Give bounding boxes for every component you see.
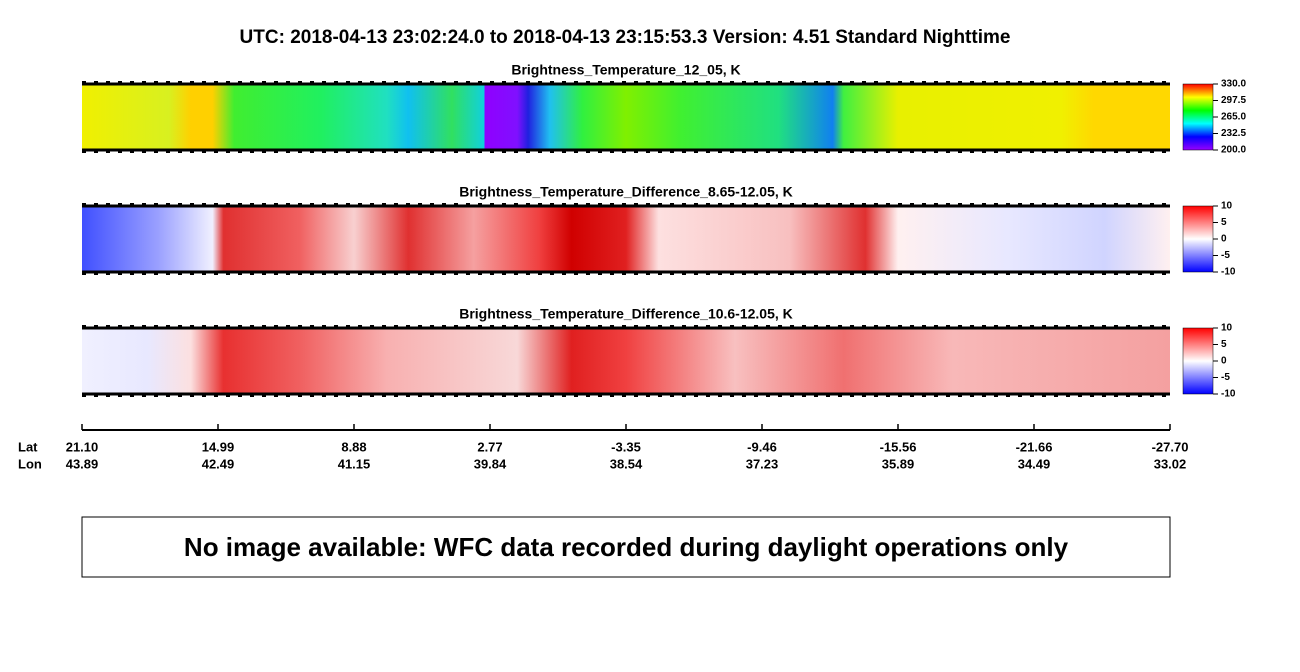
lat-tick-label: 8.88 [341, 439, 366, 454]
lat-tick-label: -15.56 [880, 439, 917, 454]
axis: 21.10 43.89 14.99 42.49 8.88 41.15 2.77 39.84 -3… [66, 424, 1189, 471]
lon-tick-label: 35.89 [882, 456, 915, 471]
notice-box [81, 516, 1171, 578]
colorbar-tick-label: 0 [1221, 234, 1227, 245]
image-strip [82, 84, 1170, 150]
lat-tick-label: 2.77 [477, 439, 502, 454]
lon-tick-label: 37.23 [746, 456, 779, 471]
lat-tick-label: 14.99 [202, 439, 235, 454]
panel-title: Brightness_Temperature_12_05, K [511, 62, 740, 78]
lon-tick-label: 42.49 [202, 456, 235, 471]
lon-tick-label: 34.49 [1018, 456, 1051, 471]
lat-tick-label: -21.66 [1016, 439, 1053, 454]
title: UTC: 2018-04-13 23:02:24.0 to 2018-04-13… [240, 27, 1011, 48]
lat-tick-label: -9.46 [747, 439, 777, 454]
colorbar-tick-label: -10 [1221, 267, 1236, 278]
colorbar-tick-label: 10 [1221, 323, 1233, 334]
lon-tick-label: 43.89 [66, 456, 99, 471]
colorbar-tick-label: -5 [1221, 250, 1230, 261]
panel-title: Brightness_Temperature_Difference_10.6-1… [459, 306, 793, 322]
colorbar-tick-label: 330.0 [1221, 79, 1246, 90]
colorbar-tick-label: 232.5 [1221, 128, 1246, 139]
lon-tick-label: 33.02 [1154, 456, 1187, 471]
colorbar-tick-label: 10 [1221, 201, 1233, 212]
colorbar [1182, 327, 1214, 395]
colorbar-tick-label: 5 [1221, 339, 1227, 350]
lat-tick-label: -27.70 [1152, 439, 1189, 454]
lat-label: Lat [18, 439, 38, 454]
lon-tick-label: 39.84 [474, 456, 507, 471]
notice: No image available: WFC data recorded du… [184, 532, 1069, 562]
lat-tick-label: -3.35 [611, 439, 641, 454]
colorbar [1182, 205, 1214, 273]
colorbar-tick-label: 5 [1221, 217, 1227, 228]
colorbar-tick-label: 265.0 [1221, 112, 1246, 123]
colorbar-tick-label: 297.5 [1221, 95, 1246, 106]
image-strip [82, 206, 1170, 272]
colorbar-tick-label: -5 [1221, 372, 1230, 383]
lat-tick-label: 21.10 [66, 439, 99, 454]
colorbar [1182, 83, 1214, 151]
colorbar-tick-label: 200.0 [1221, 145, 1246, 156]
panels: Brightness_Temperature_12_05, K 200.0 232.… [82, 62, 1246, 400]
panel-title: Brightness_Temperature_Difference_8.65-1… [459, 184, 793, 200]
colorbar-tick-label: -10 [1221, 389, 1236, 400]
colorbar-tick-label: 0 [1221, 356, 1227, 367]
lon-tick-label: 41.15 [338, 456, 371, 471]
lon-tick-label: 38.54 [610, 456, 643, 471]
lon-label: Lon [18, 456, 42, 471]
image-strip [82, 328, 1170, 394]
